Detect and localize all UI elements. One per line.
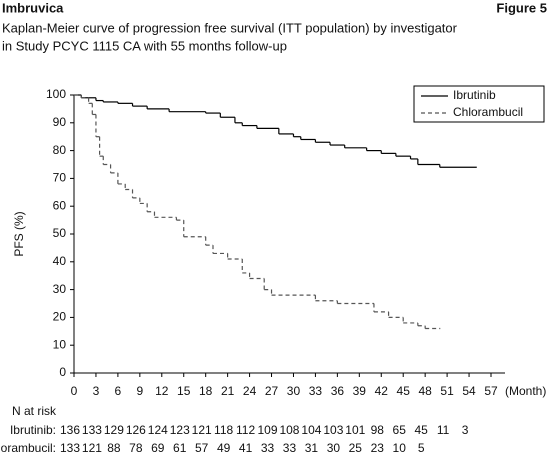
x-tick-label: 54	[462, 384, 476, 398]
x-tick-label: 12	[155, 384, 169, 398]
at-risk-value: 65	[393, 423, 407, 437]
x-tick-label: 33	[309, 384, 323, 398]
y-tick-label: 100	[46, 87, 66, 101]
y-tick-label: 60	[53, 198, 67, 212]
x-tick-label: 36	[331, 384, 345, 398]
at-risk-value: 61	[173, 441, 187, 455]
legend-label: Chlorambucil	[453, 105, 523, 119]
x-tick-label: 45	[397, 384, 411, 398]
at-risk-value: 104	[301, 423, 321, 437]
chart-subtitle: in Study PCYC 1115 CA with 55 months fol…	[2, 38, 287, 53]
x-tick-label: 6	[115, 384, 122, 398]
at-risk-value: 108	[279, 423, 299, 437]
y-tick-label: 70	[53, 171, 67, 185]
x-tick-label: 30	[287, 384, 301, 398]
at-risk-value: 49	[217, 441, 231, 455]
x-tick-label: 21	[221, 384, 235, 398]
at-risk-value: 136	[60, 423, 80, 437]
x-tick-label: 51	[440, 384, 454, 398]
at-risk-value: 121	[192, 423, 212, 437]
at-risk-value: 33	[283, 441, 297, 455]
y-tick-label: 30	[53, 282, 67, 296]
y-tick-label: 40	[53, 254, 67, 268]
figure-label: Figure 5	[496, 0, 547, 15]
x-tick-label: 48	[418, 384, 432, 398]
x-tick-label: 15	[177, 384, 191, 398]
y-tick-label: 0	[59, 365, 66, 379]
at-risk-value: 133	[82, 423, 102, 437]
y-tick-label: 20	[53, 310, 67, 324]
at-risk-title: N at risk	[12, 404, 57, 418]
at-risk-value: 78	[129, 441, 143, 455]
at-risk-value: 5	[418, 441, 425, 455]
at-risk-value: 10	[393, 441, 407, 455]
at-risk-value: 121	[82, 441, 102, 455]
at-risk-value: 126	[126, 423, 146, 437]
at-risk-value: 11	[437, 423, 450, 437]
at-risk-value: 41	[239, 441, 253, 455]
x-tick-label: 57	[484, 384, 498, 398]
at-risk-value: 112	[236, 423, 255, 437]
y-tick-label: 50	[53, 226, 67, 240]
at-risk-value: 33	[261, 441, 275, 455]
at-risk-row-name: Ibrutinib:	[10, 423, 56, 437]
at-risk-value: 124	[148, 423, 168, 437]
x-tick-label: 9	[136, 384, 143, 398]
x-tick-label: 42	[375, 384, 389, 398]
at-risk-value: 31	[305, 441, 319, 455]
at-risk-value: 23	[371, 441, 385, 455]
at-risk-value: 133	[60, 441, 80, 455]
at-risk-row-name: Chlorambucil:	[0, 441, 56, 455]
y-tick-label: 90	[53, 115, 67, 129]
at-risk-value: 45	[414, 423, 428, 437]
legend-label: Ibrutinib	[453, 88, 496, 102]
chart-title: Kaplan-Meier curve of progression free s…	[2, 20, 458, 35]
at-risk-value: 57	[195, 441, 209, 455]
x-tick-label: 0	[71, 384, 78, 398]
x-tick-label: 18	[199, 384, 213, 398]
at-risk-value: 101	[345, 423, 365, 437]
legend-box	[413, 85, 545, 123]
x-axis-unit: (Month)	[505, 384, 546, 398]
at-risk-value: 98	[371, 423, 385, 437]
x-tick-label: 3	[93, 384, 100, 398]
at-risk-value: 103	[323, 423, 343, 437]
x-tick-label: 24	[243, 384, 257, 398]
at-risk-value: 118	[214, 423, 233, 437]
x-tick-label: 27	[265, 384, 279, 398]
x-tick-label: 39	[353, 384, 367, 398]
at-risk-value: 3	[462, 423, 469, 437]
y-axis-label: PFS (%)	[12, 211, 26, 256]
y-tick-label: 10	[53, 337, 67, 351]
at-risk-value: 30	[327, 441, 341, 455]
at-risk-value: 69	[151, 441, 165, 455]
at-risk-value: 25	[349, 441, 363, 455]
brand: Imbruvica	[2, 0, 64, 15]
at-risk-value: 109	[258, 423, 278, 437]
at-risk-value: 88	[107, 441, 121, 455]
y-tick-label: 80	[53, 143, 67, 157]
at-risk-value: 123	[170, 423, 190, 437]
at-risk-value: 129	[104, 423, 124, 437]
